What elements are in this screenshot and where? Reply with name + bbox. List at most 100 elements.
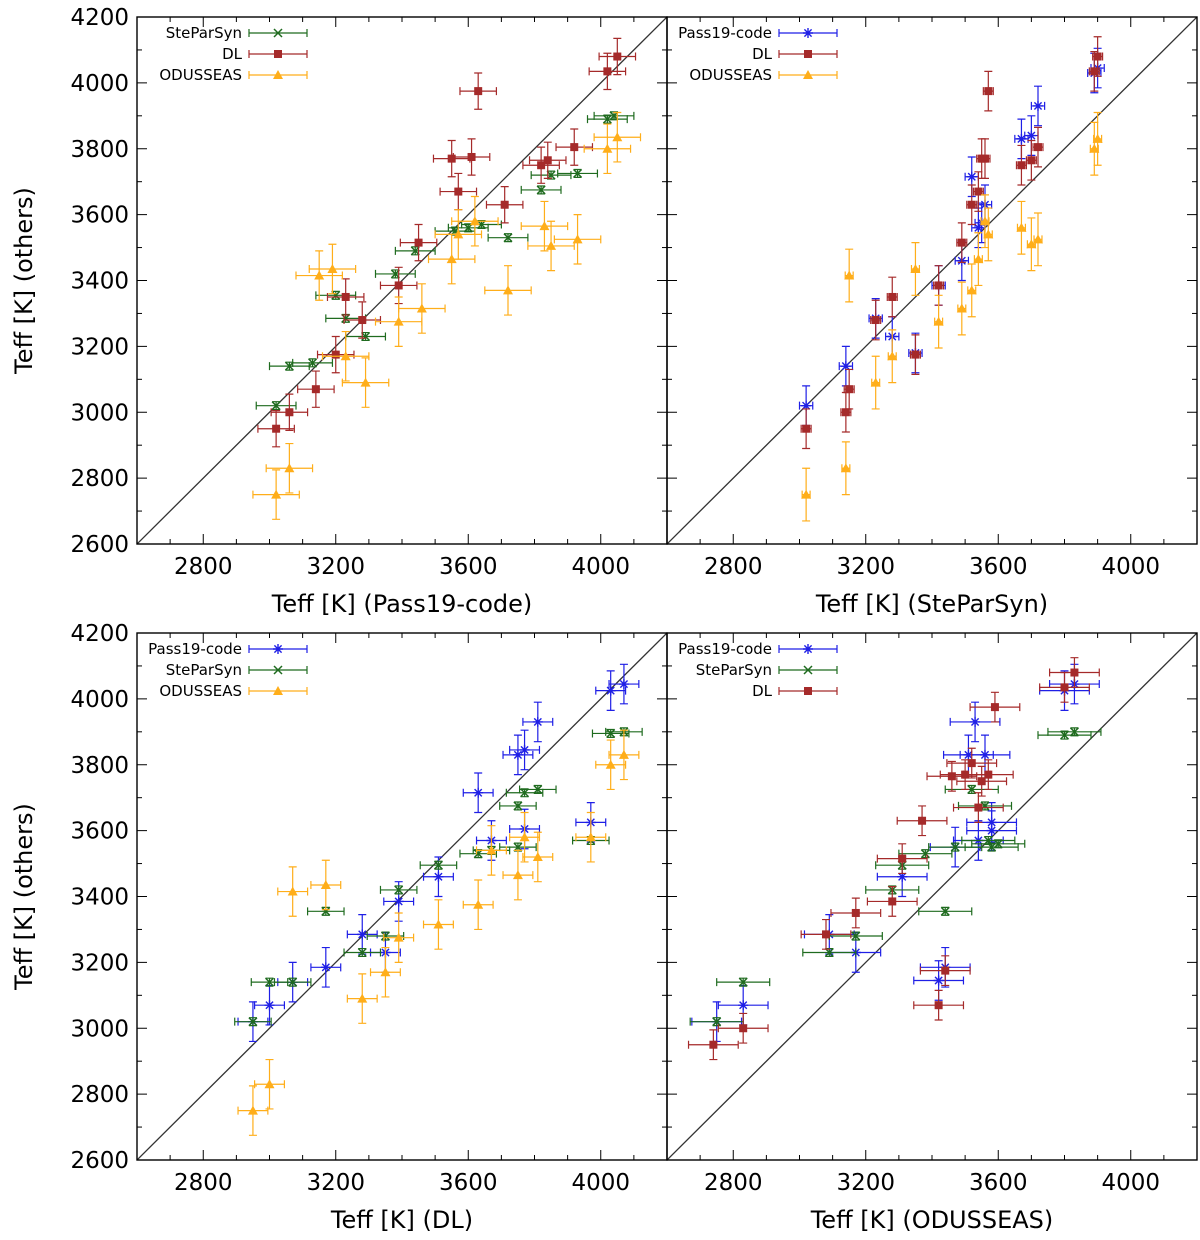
data-point xyxy=(1027,156,1036,165)
data-point xyxy=(287,886,298,896)
data-point xyxy=(844,270,855,280)
data-point xyxy=(898,854,907,863)
x-tick-label: 2800 xyxy=(174,1170,233,1196)
data-point xyxy=(433,871,444,882)
data-point xyxy=(532,716,543,727)
legend-label: SteParSyn xyxy=(166,24,242,42)
data-point xyxy=(738,977,748,987)
legend-marker xyxy=(273,28,283,38)
data-point xyxy=(871,316,880,325)
data-point xyxy=(473,899,484,909)
data-point xyxy=(933,975,944,986)
legend-marker xyxy=(273,70,283,79)
data-point xyxy=(887,351,898,361)
data-point xyxy=(870,377,881,387)
legend-label: Pass19-code xyxy=(148,640,242,658)
one-to-one-line xyxy=(137,17,667,544)
x-tick-label: 4000 xyxy=(571,554,630,580)
data-point xyxy=(390,269,400,279)
data-point xyxy=(1089,143,1100,153)
y-tick-label: 3600 xyxy=(70,203,129,229)
data-point xyxy=(271,489,282,499)
legend: Pass19-code SteParSyn ODUSSEAS xyxy=(148,640,308,700)
legend-label: SteParSyn xyxy=(166,661,242,679)
data-point xyxy=(609,111,619,121)
data-point xyxy=(739,1024,748,1033)
data-point xyxy=(1092,133,1103,143)
legend-label: DL xyxy=(752,682,773,700)
data-point xyxy=(570,143,579,152)
panel-bottom-left: 2800 3200 3600 4000 2600 2800 3000 3200 3400 3600… xyxy=(10,621,668,1234)
panel-top-left: 2800 3200 3600 4000 2600 2800 3000 3200 3400 3600… xyxy=(10,5,668,618)
legend-label: DL xyxy=(752,45,773,63)
series-dl xyxy=(257,37,637,448)
data-point xyxy=(618,749,629,759)
data-point xyxy=(841,408,850,417)
data-point xyxy=(361,331,371,342)
data-point xyxy=(993,839,1003,849)
data-point xyxy=(433,919,444,929)
legend-label: DL xyxy=(222,45,243,63)
data-point xyxy=(513,801,523,811)
data-point xyxy=(1017,161,1026,170)
data-point xyxy=(956,303,967,313)
legend-marker xyxy=(803,665,813,675)
y-tick-label: 4200 xyxy=(70,621,129,647)
x-tick-label: 3200 xyxy=(306,554,365,580)
data-point xyxy=(311,385,320,394)
data-point xyxy=(414,238,423,247)
data-point xyxy=(1016,222,1027,232)
data-point xyxy=(360,377,371,387)
data-point xyxy=(983,229,994,239)
data-point xyxy=(1069,727,1079,737)
y-tick-label: 3200 xyxy=(70,950,129,976)
data-point xyxy=(500,200,509,209)
data-point xyxy=(941,966,950,975)
y-tick-label: 2800 xyxy=(70,1082,129,1108)
y-tick-label: 2800 xyxy=(70,466,129,492)
data-point xyxy=(320,962,331,973)
data-point xyxy=(606,728,616,738)
y-tick-label: 3600 xyxy=(70,819,129,845)
data-point xyxy=(503,285,513,295)
data-point xyxy=(1026,239,1037,249)
data-point xyxy=(1093,52,1102,61)
x-tick-label: 2800 xyxy=(704,554,763,580)
legend-marker xyxy=(273,665,283,675)
data-point xyxy=(321,906,331,916)
plot-area xyxy=(252,37,642,520)
data-point xyxy=(416,303,427,313)
data-point xyxy=(394,885,404,895)
y-axis-label: Teff [K] (others) xyxy=(10,187,38,375)
legend: Pass19-code DL ODUSSEAS xyxy=(678,24,838,84)
data-point xyxy=(585,832,596,842)
data-point xyxy=(851,931,861,941)
x-tick-label: 3600 xyxy=(439,554,498,580)
legend-label: Pass19-code xyxy=(678,24,772,42)
data-point xyxy=(967,759,976,768)
data-point xyxy=(393,932,404,942)
data-point xyxy=(984,87,993,96)
data-point xyxy=(473,787,484,798)
data-point xyxy=(851,908,860,917)
data-point xyxy=(543,156,552,165)
data-point xyxy=(519,744,530,755)
data-point xyxy=(341,292,350,301)
data-point xyxy=(1033,234,1043,244)
legend-label: ODUSSEAS xyxy=(159,66,242,84)
legend-item: DL xyxy=(222,45,308,63)
y-tick-label: 3200 xyxy=(70,334,129,360)
data-point xyxy=(447,154,456,163)
data-point xyxy=(974,803,983,812)
data-point xyxy=(486,845,497,855)
data-point xyxy=(357,929,368,940)
series-pass19-code xyxy=(691,663,1100,1043)
data-point xyxy=(822,930,830,939)
data-point xyxy=(987,842,997,852)
legend-item: DL xyxy=(752,682,838,700)
data-point xyxy=(973,254,984,264)
data-point xyxy=(618,679,629,690)
legend-item: SteParSyn xyxy=(166,661,308,679)
data-point xyxy=(331,350,340,359)
legend-item: DL xyxy=(752,45,838,63)
